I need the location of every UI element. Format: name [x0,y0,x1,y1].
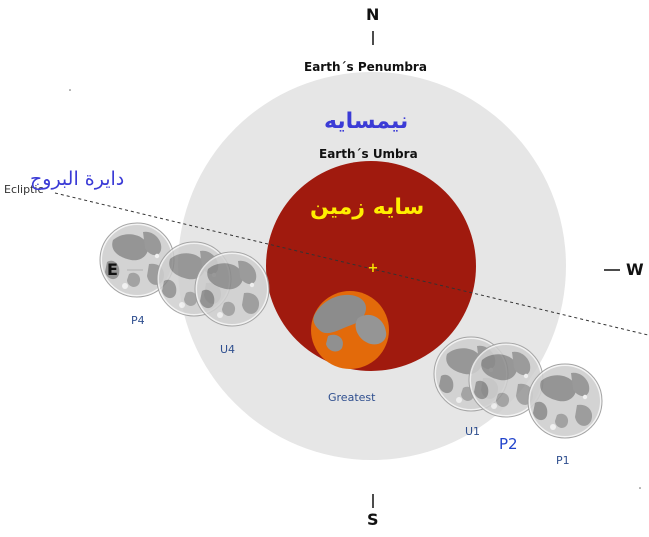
speck-1 [69,89,71,91]
p1-label: P1 [556,454,570,467]
ecliptic-label-fa: دایرة البروج [30,168,125,190]
p4-label: P4 [131,314,145,327]
umbra-center-mark: + [368,261,379,276]
greatest-moon-mare-2 [355,314,387,345]
umbra-label-fa: سایه زمین [310,195,425,220]
umbra-label: Earth´s Umbra [319,147,418,161]
greatest-moon-mare-1 [313,294,367,334]
moon-u4 [194,251,270,327]
greatest-moon-mare-3 [326,334,343,352]
u1-label: U1 [465,425,481,438]
ecliptic-label: Ecliptic [4,183,44,196]
west-label: W [626,260,644,279]
p2-label: P2 [499,435,518,453]
penumbra-label-fa: نیمسایه [324,109,409,134]
moon-greatest [311,291,389,369]
moon-p1 [527,363,603,439]
greatest-label: Greatest [328,391,376,404]
north-label: N [366,5,380,24]
u4-label: U4 [220,343,236,356]
speck-2 [639,487,641,489]
penumbra-label: Earth´s Penumbra [304,60,427,74]
south-label: S [367,510,379,529]
east-label: E [107,260,118,279]
